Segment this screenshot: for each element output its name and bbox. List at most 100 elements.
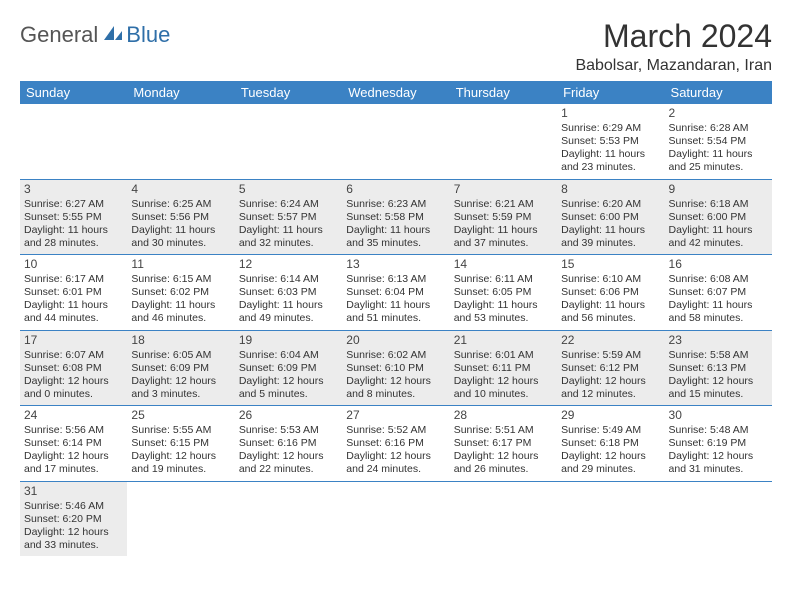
calendar-day-cell <box>450 104 557 179</box>
calendar-day-cell: 31Sunrise: 5:46 AMSunset: 6:20 PMDayligh… <box>20 481 127 556</box>
daylight-text: Daylight: 11 hours and 35 minutes. <box>346 224 445 250</box>
header: General Blue March 2024 Babolsar, Mazand… <box>20 18 772 75</box>
day-number: 10 <box>24 257 123 272</box>
logo-text-part2: Blue <box>126 22 170 48</box>
sunset-text: Sunset: 6:17 PM <box>454 437 553 450</box>
daylight-text: Daylight: 11 hours and 39 minutes. <box>561 224 660 250</box>
daylight-text: Daylight: 11 hours and 44 minutes. <box>24 299 123 325</box>
calendar-day-cell: 14Sunrise: 6:11 AMSunset: 6:05 PMDayligh… <box>450 255 557 331</box>
calendar-day-cell: 26Sunrise: 5:53 AMSunset: 6:16 PMDayligh… <box>235 406 342 482</box>
day-number: 2 <box>669 106 768 121</box>
day-number: 24 <box>24 408 123 423</box>
daylight-text: Daylight: 11 hours and 32 minutes. <box>239 224 338 250</box>
sunrise-text: Sunrise: 6:23 AM <box>346 198 445 211</box>
calendar-table: Sunday Monday Tuesday Wednesday Thursday… <box>20 81 772 556</box>
calendar-week-row: 31Sunrise: 5:46 AMSunset: 6:20 PMDayligh… <box>20 481 772 556</box>
sunrise-text: Sunrise: 5:55 AM <box>131 424 230 437</box>
calendar-day-cell: 24Sunrise: 5:56 AMSunset: 6:14 PMDayligh… <box>20 406 127 482</box>
weekday-header: Wednesday <box>342 81 449 104</box>
sunset-text: Sunset: 6:01 PM <box>24 286 123 299</box>
daylight-text: Daylight: 12 hours and 33 minutes. <box>24 526 123 552</box>
daylight-text: Daylight: 12 hours and 19 minutes. <box>131 450 230 476</box>
calendar-day-cell <box>20 104 127 179</box>
sunset-text: Sunset: 5:56 PM <box>131 211 230 224</box>
sunrise-text: Sunrise: 6:02 AM <box>346 349 445 362</box>
sunrise-text: Sunrise: 5:58 AM <box>669 349 768 362</box>
sunset-text: Sunset: 5:54 PM <box>669 135 768 148</box>
day-number: 3 <box>24 182 123 197</box>
calendar-day-cell: 10Sunrise: 6:17 AMSunset: 6:01 PMDayligh… <box>20 255 127 331</box>
weekday-header: Monday <box>127 81 234 104</box>
month-title: March 2024 <box>575 18 772 55</box>
sunrise-text: Sunrise: 6:10 AM <box>561 273 660 286</box>
sunset-text: Sunset: 6:04 PM <box>346 286 445 299</box>
sunset-text: Sunset: 6:13 PM <box>669 362 768 375</box>
day-number: 31 <box>24 484 123 499</box>
calendar-day-cell: 2Sunrise: 6:28 AMSunset: 5:54 PMDaylight… <box>665 104 772 179</box>
day-number: 14 <box>454 257 553 272</box>
calendar-day-cell: 5Sunrise: 6:24 AMSunset: 5:57 PMDaylight… <box>235 179 342 255</box>
sunset-text: Sunset: 6:06 PM <box>561 286 660 299</box>
sunrise-text: Sunrise: 6:29 AM <box>561 122 660 135</box>
daylight-text: Daylight: 12 hours and 22 minutes. <box>239 450 338 476</box>
calendar-day-cell <box>127 481 234 556</box>
calendar-day-cell: 4Sunrise: 6:25 AMSunset: 5:56 PMDaylight… <box>127 179 234 255</box>
sunrise-text: Sunrise: 6:04 AM <box>239 349 338 362</box>
daylight-text: Daylight: 12 hours and 29 minutes. <box>561 450 660 476</box>
calendar-day-cell: 8Sunrise: 6:20 AMSunset: 6:00 PMDaylight… <box>557 179 664 255</box>
sunset-text: Sunset: 6:08 PM <box>24 362 123 375</box>
calendar-day-cell: 25Sunrise: 5:55 AMSunset: 6:15 PMDayligh… <box>127 406 234 482</box>
daylight-text: Daylight: 11 hours and 23 minutes. <box>561 148 660 174</box>
calendar-day-cell: 29Sunrise: 5:49 AMSunset: 6:18 PMDayligh… <box>557 406 664 482</box>
daylight-text: Daylight: 12 hours and 0 minutes. <box>24 375 123 401</box>
sunrise-text: Sunrise: 6:05 AM <box>131 349 230 362</box>
calendar-week-row: 10Sunrise: 6:17 AMSunset: 6:01 PMDayligh… <box>20 255 772 331</box>
sunrise-text: Sunrise: 5:48 AM <box>669 424 768 437</box>
sunrise-text: Sunrise: 6:27 AM <box>24 198 123 211</box>
sunset-text: Sunset: 6:19 PM <box>669 437 768 450</box>
weekday-header: Saturday <box>665 81 772 104</box>
sunset-text: Sunset: 6:20 PM <box>24 513 123 526</box>
daylight-text: Daylight: 11 hours and 37 minutes. <box>454 224 553 250</box>
calendar-day-cell <box>127 104 234 179</box>
day-number: 30 <box>669 408 768 423</box>
sunrise-text: Sunrise: 6:18 AM <box>669 198 768 211</box>
day-number: 1 <box>561 106 660 121</box>
sunset-text: Sunset: 6:03 PM <box>239 286 338 299</box>
daylight-text: Daylight: 12 hours and 8 minutes. <box>346 375 445 401</box>
sunrise-text: Sunrise: 6:15 AM <box>131 273 230 286</box>
calendar-day-cell <box>342 481 449 556</box>
daylight-text: Daylight: 11 hours and 51 minutes. <box>346 299 445 325</box>
day-number: 13 <box>346 257 445 272</box>
sunrise-text: Sunrise: 6:08 AM <box>669 273 768 286</box>
sunrise-text: Sunrise: 6:07 AM <box>24 349 123 362</box>
day-number: 23 <box>669 333 768 348</box>
daylight-text: Daylight: 11 hours and 49 minutes. <box>239 299 338 325</box>
daylight-text: Daylight: 12 hours and 15 minutes. <box>669 375 768 401</box>
day-number: 5 <box>239 182 338 197</box>
sunrise-text: Sunrise: 6:01 AM <box>454 349 553 362</box>
daylight-text: Daylight: 11 hours and 53 minutes. <box>454 299 553 325</box>
sunset-text: Sunset: 6:10 PM <box>346 362 445 375</box>
logo-text-part1: General <box>20 22 98 48</box>
sunset-text: Sunset: 6:00 PM <box>561 211 660 224</box>
daylight-text: Daylight: 11 hours and 30 minutes. <box>131 224 230 250</box>
day-number: 11 <box>131 257 230 272</box>
sunset-text: Sunset: 6:09 PM <box>239 362 338 375</box>
sunrise-text: Sunrise: 5:53 AM <box>239 424 338 437</box>
sunset-text: Sunset: 5:57 PM <box>239 211 338 224</box>
calendar-day-cell: 11Sunrise: 6:15 AMSunset: 6:02 PMDayligh… <box>127 255 234 331</box>
daylight-text: Daylight: 12 hours and 3 minutes. <box>131 375 230 401</box>
calendar-day-cell: 23Sunrise: 5:58 AMSunset: 6:13 PMDayligh… <box>665 330 772 406</box>
sunset-text: Sunset: 6:14 PM <box>24 437 123 450</box>
day-number: 29 <box>561 408 660 423</box>
calendar-day-cell <box>665 481 772 556</box>
day-number: 7 <box>454 182 553 197</box>
weekday-header: Sunday <box>20 81 127 104</box>
day-number: 9 <box>669 182 768 197</box>
day-number: 15 <box>561 257 660 272</box>
calendar-day-cell: 27Sunrise: 5:52 AMSunset: 6:16 PMDayligh… <box>342 406 449 482</box>
daylight-text: Daylight: 11 hours and 46 minutes. <box>131 299 230 325</box>
daylight-text: Daylight: 11 hours and 42 minutes. <box>669 224 768 250</box>
day-number: 26 <box>239 408 338 423</box>
